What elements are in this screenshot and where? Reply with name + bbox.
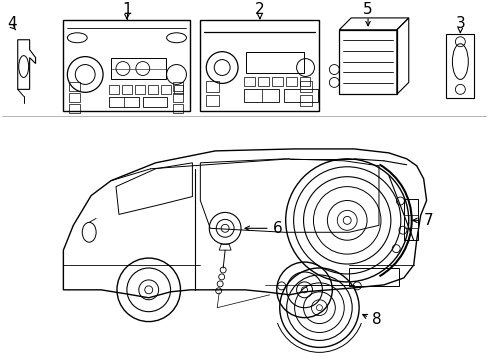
Bar [147, 85, 157, 94]
Bar [446, 34, 473, 98]
Bar [111, 58, 165, 80]
Bar [172, 93, 183, 102]
Bar [69, 104, 80, 113]
Bar [299, 81, 312, 93]
Bar [206, 81, 219, 93]
Bar [109, 97, 139, 107]
Text: 7: 7 [423, 213, 432, 228]
Bar [283, 89, 318, 102]
Bar [69, 93, 80, 102]
Bar [271, 77, 282, 86]
Bar [244, 77, 254, 86]
Bar [285, 77, 296, 86]
Text: 4: 4 [7, 16, 17, 31]
Bar [200, 20, 319, 111]
Text: 2: 2 [255, 3, 264, 18]
Text: 5: 5 [363, 3, 372, 18]
Text: 3: 3 [454, 16, 464, 31]
Text: 6: 6 [272, 221, 282, 236]
Bar [339, 30, 396, 94]
Bar [257, 77, 268, 86]
Bar [244, 89, 278, 102]
Bar [299, 95, 312, 106]
Bar [173, 85, 183, 94]
Text: 1: 1 [122, 3, 131, 18]
Text: 8: 8 [371, 312, 381, 327]
Bar [142, 97, 166, 107]
Bar [172, 104, 183, 113]
Bar [69, 82, 80, 91]
Bar [206, 95, 219, 106]
Bar [245, 51, 303, 73]
Bar [348, 268, 398, 286]
Bar [403, 198, 417, 240]
Bar [109, 85, 119, 94]
Bar [135, 85, 144, 94]
Bar [122, 85, 132, 94]
Bar [63, 20, 190, 111]
Bar [299, 77, 310, 86]
Bar [161, 85, 170, 94]
Bar [172, 82, 183, 91]
